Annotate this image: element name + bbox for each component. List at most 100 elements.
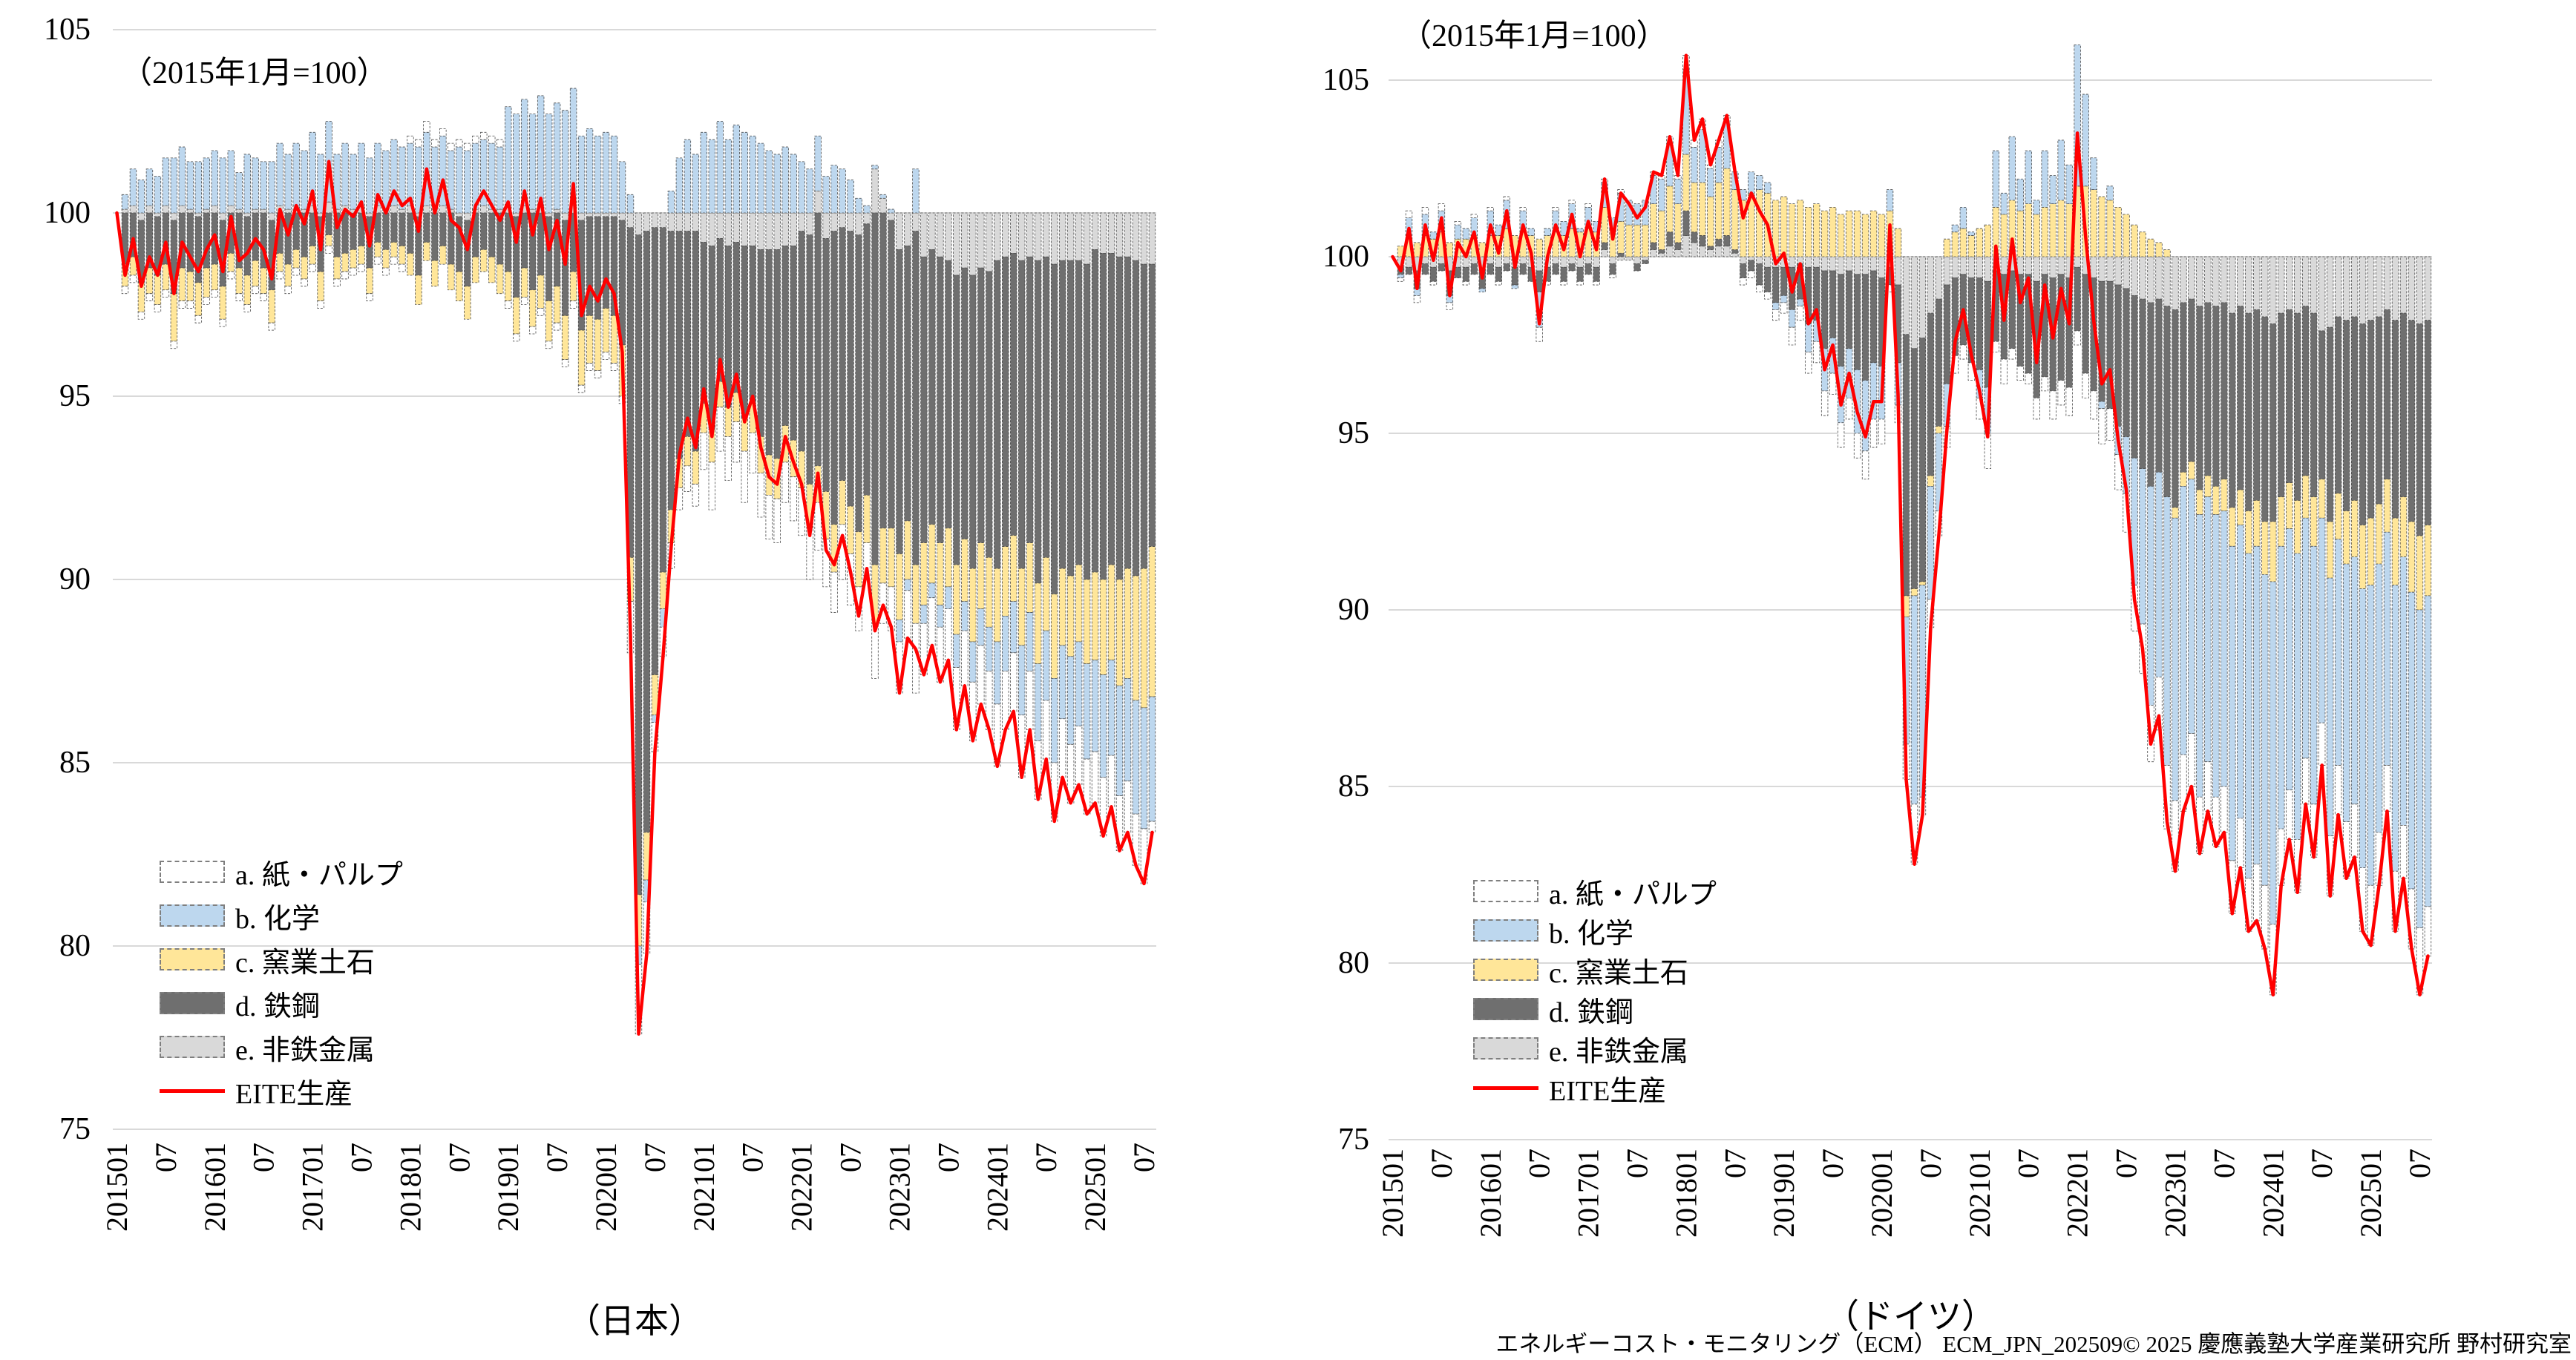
legend-label: b. 化学 <box>235 903 321 935</box>
y-tick-label: 105 <box>1323 63 1369 97</box>
legend-label: EITE生産 <box>1549 1075 1667 1107</box>
legend-label: EITE生産 <box>235 1078 353 1110</box>
legend-item-steel: d. 鉄鋼 <box>1473 997 1717 1028</box>
x-tick-label: 202301 <box>883 1143 917 1232</box>
caption-japan: （日本） <box>566 1302 703 1340</box>
x-tick-label: 07 <box>1523 1149 1556 1178</box>
x-tick-label: 07 <box>1127 1143 1161 1172</box>
legend-label: a. 紙・パルプ <box>1549 878 1717 910</box>
ceramics-swatch-icon <box>160 948 225 970</box>
x-tick-label: 202201 <box>2061 1149 2094 1238</box>
x-tick-label: 202001 <box>589 1143 623 1232</box>
x-tick-label: 201501 <box>100 1143 134 1232</box>
x-tick-label: 07 <box>1425 1149 1458 1178</box>
eite-production-line <box>1391 53 2430 997</box>
x-tick-label: 07 <box>2012 1149 2045 1178</box>
x-tick-label: 201501 <box>1376 1149 1409 1238</box>
legend-label: e. 非鉄金属 <box>235 1034 375 1066</box>
x-tick-labels: 201501 07 201601 07 201701 07 201801 07 201901 07… <box>1376 1149 2436 1238</box>
legend-germany: a. 紙・パルプ b. 化学 c. 窯業土石 d. 鉄鋼 e. 非鉄金属 EIT… <box>1473 879 1717 1116</box>
unit-note-japan: （2015年1月=100） <box>121 56 388 91</box>
x-tick-labels: 201501 07 201601 07 201701 07 201801 07 201901 07… <box>100 1143 1161 1232</box>
legend-label: e. 非鉄金属 <box>1549 1036 1688 1068</box>
legend-label: b. 化学 <box>1549 918 1634 950</box>
contribution-bars <box>121 88 1156 1034</box>
x-tick-label: 07 <box>1914 1149 1947 1178</box>
contribution-bars <box>1397 45 2432 996</box>
x-tick-label: 07 <box>345 1143 378 1172</box>
x-tick-label: 07 <box>2110 1149 2143 1178</box>
eite-line-swatch-icon <box>160 1088 225 1093</box>
x-tick-label: 201801 <box>393 1143 427 1232</box>
x-tick-label: 07 <box>1621 1149 1654 1178</box>
y-tick-label: 85 <box>59 746 91 780</box>
x-tick-label: 07 <box>2305 1149 2339 1178</box>
y-tick-label: 100 <box>1323 240 1369 274</box>
x-tick-label: 07 <box>1816 1149 1849 1178</box>
legend-item-nonferrous: e. 非鉄金属 <box>1473 1037 1717 1068</box>
y-tick-label: 80 <box>1338 946 1369 980</box>
japan-chart: 75 80 85 90 95 100 105 201501 07 201601 07 201701 07… <box>44 13 1161 1232</box>
legend-item-paper: a. 紙・パルプ <box>160 860 403 891</box>
eite-line-swatch-icon <box>1473 1085 1538 1090</box>
x-tick-label: 202401 <box>980 1143 1014 1232</box>
y-tick-label: 95 <box>59 379 91 413</box>
x-tick-label: 07 <box>2207 1149 2241 1178</box>
y-tick-label: 100 <box>44 196 91 230</box>
legend-item-chemical: b. 化学 <box>160 904 403 935</box>
legend-label: c. 窯業土石 <box>235 947 375 979</box>
y-tick-label: 85 <box>1338 769 1369 804</box>
nonferrous-swatch-icon <box>1473 1037 1538 1060</box>
x-tick-label: 07 <box>638 1143 672 1172</box>
legend-japan: a. 紙・パルプ b. 化学 c. 窯業土石 d. 鉄鋼 e. 非鉄金属 EIT… <box>160 860 403 1123</box>
x-tick-label: 07 <box>1718 1149 1751 1178</box>
caption-germany: （ドイツ） <box>1825 1298 1996 1336</box>
x-tick-label: 07 <box>149 1143 183 1172</box>
x-tick-label: 201901 <box>491 1143 525 1232</box>
x-tick-label: 07 <box>931 1143 965 1172</box>
x-tick-label: 201701 <box>1572 1149 1605 1238</box>
y-tick-label: 75 <box>59 1112 91 1146</box>
y-tick-label: 90 <box>59 562 91 597</box>
legend-label: d. 鉄鋼 <box>1549 996 1634 1028</box>
legend-item-nonferrous: e. 非鉄金属 <box>160 1035 403 1066</box>
y-tick-label: 95 <box>1338 416 1369 450</box>
source-note: エネルギーコスト・モニタリング（ECM） ECM_JPN_202509© 202… <box>1495 1331 2572 1357</box>
legend-item-ceramics: c. 窯業土石 <box>160 947 403 979</box>
eite-production-line <box>115 160 1154 1036</box>
x-tick-label: 202001 <box>1865 1149 1898 1238</box>
y-tick-label: 75 <box>1338 1123 1369 1157</box>
germany-chart: 75 80 85 90 95 100 105 201501 07 201601 07 201701 07… <box>1323 45 2436 1238</box>
legend-item-eite-line: EITE生産 <box>1473 1076 1717 1107</box>
x-tick-label: 202501 <box>1078 1143 1112 1232</box>
x-tick-label: 202201 <box>785 1143 819 1232</box>
legend-item-ceramics: c. 窯業土石 <box>1473 958 1717 989</box>
legend-item-paper: a. 紙・パルプ <box>1473 879 1717 910</box>
paper-swatch-icon <box>160 861 225 883</box>
x-tick-label: 201601 <box>1474 1149 1507 1238</box>
steel-swatch-icon <box>1473 998 1538 1020</box>
y-tick-label: 90 <box>1338 593 1369 627</box>
chemical-swatch-icon <box>160 904 225 927</box>
legend-label: d. 鉄鋼 <box>235 991 321 1022</box>
paper-swatch-icon <box>1473 880 1538 902</box>
x-tick-label: 201801 <box>1669 1149 1702 1238</box>
x-tick-label: 201901 <box>1767 1149 1800 1238</box>
legend-label: a. 紙・パルプ <box>235 859 403 891</box>
y-tick-label: 80 <box>59 929 91 963</box>
x-tick-label: 07 <box>834 1143 868 1172</box>
x-tick-label: 07 <box>247 1143 281 1172</box>
y-tick-label: 105 <box>44 13 91 47</box>
x-tick-label: 202501 <box>2354 1149 2387 1238</box>
x-tick-label: 07 <box>1029 1143 1063 1172</box>
x-tick-label: 201701 <box>296 1143 330 1232</box>
x-tick-label: 07 <box>442 1143 476 1172</box>
x-tick-label: 07 <box>736 1143 770 1172</box>
x-tick-label: 201601 <box>198 1143 232 1232</box>
x-tick-label: 202101 <box>687 1143 721 1232</box>
x-tick-label: 202301 <box>2159 1149 2192 1238</box>
x-tick-label: 07 <box>2403 1149 2436 1178</box>
unit-note-germany: （2015年1月=100） <box>1400 19 1668 53</box>
